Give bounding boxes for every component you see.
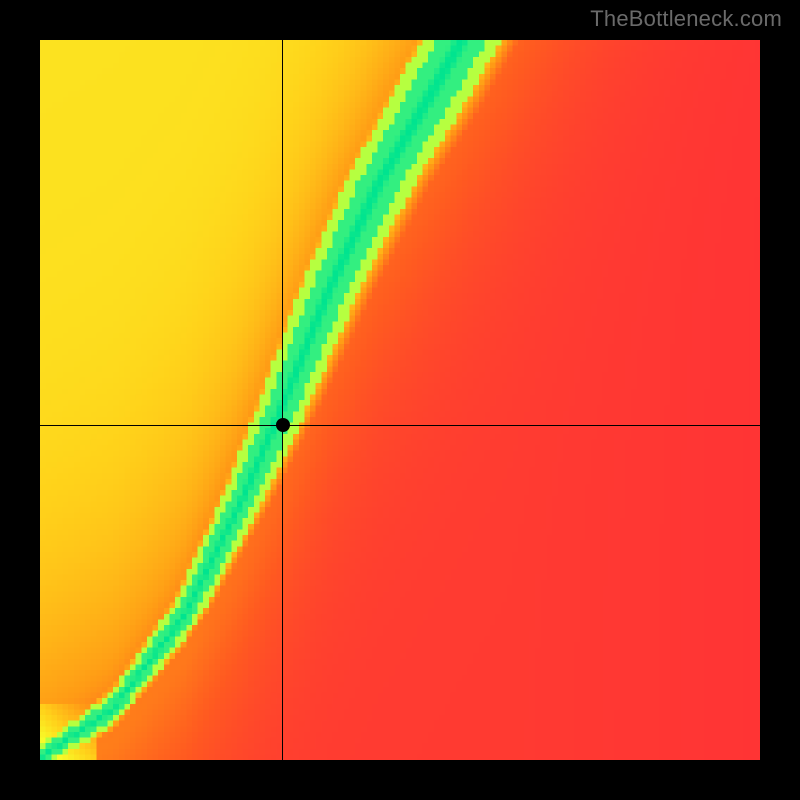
watermark-text: TheBottleneck.com	[590, 6, 782, 32]
heatmap-plot	[40, 40, 760, 760]
figure-container: TheBottleneck.com	[0, 0, 800, 800]
heatmap-canvas	[40, 40, 760, 760]
